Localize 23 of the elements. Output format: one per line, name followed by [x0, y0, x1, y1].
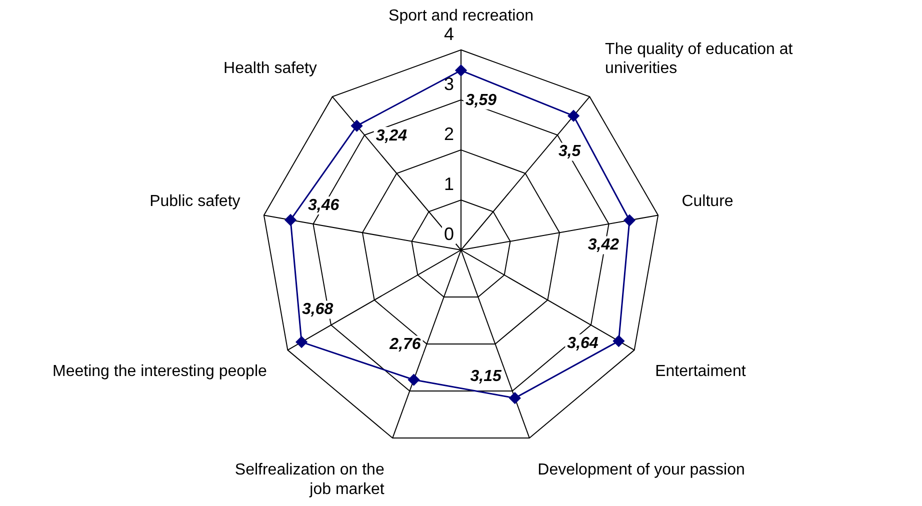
- y-tick-label: 0: [444, 224, 454, 244]
- data-label: 3,42: [588, 236, 620, 254]
- spoke-label: Development of your passion: [538, 462, 745, 479]
- spoke-label: Culture: [682, 192, 734, 210]
- y-tick-label: 1: [444, 174, 454, 194]
- spoke-label: Health safety: [224, 60, 317, 78]
- spoke-label: Sport and recreation: [388, 8, 534, 25]
- y-tick-label: 3: [444, 74, 454, 94]
- spoke-label: Selfrealization on the job market: [234, 462, 385, 498]
- data-label: 2,76: [388, 336, 421, 354]
- spoke-label: Public safety: [150, 192, 240, 210]
- data-label: 3,64: [567, 334, 598, 352]
- spoke-label: Entertaiment: [655, 363, 746, 380]
- spoke-label: The quality of education at univerities: [605, 40, 794, 78]
- y-tick-label: 2: [444, 124, 454, 144]
- data-label: 3,15: [470, 368, 503, 386]
- data-label: 3,68: [302, 301, 334, 318]
- spoke-label: Meeting the interesting people: [52, 363, 268, 380]
- y-tick-label: 4: [444, 24, 454, 44]
- data-label: 3,5: [558, 143, 582, 160]
- data-label: 3,24: [376, 127, 408, 144]
- data-label: 3,59: [465, 92, 497, 109]
- data-label: 3,46: [308, 196, 340, 214]
